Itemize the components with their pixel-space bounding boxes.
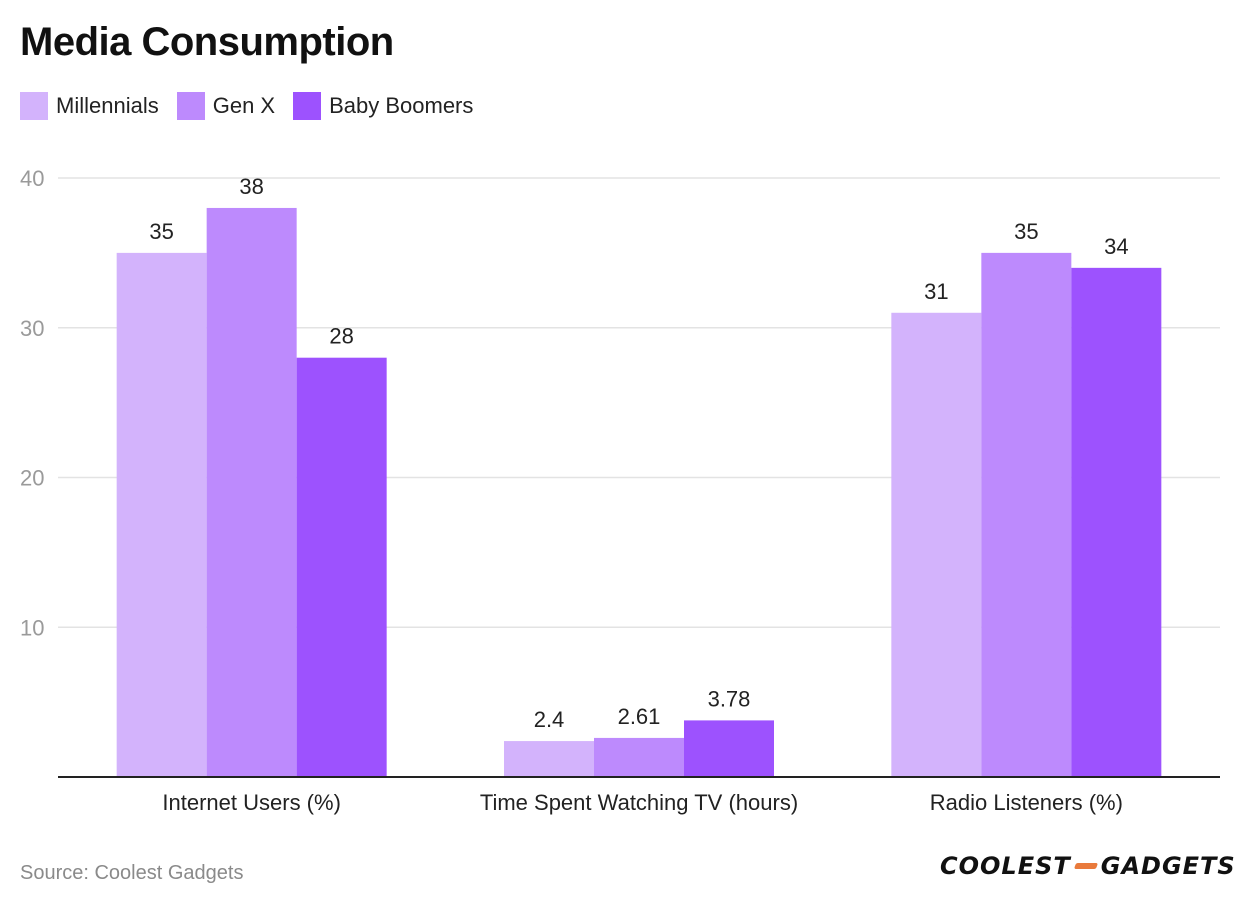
logo-dash-icon xyxy=(1073,863,1098,869)
bar-2-1 xyxy=(981,252,1072,777)
data-label-1-0: 2.4 xyxy=(534,707,565,732)
bar-1-0 xyxy=(504,741,594,777)
data-label-2-2: 34 xyxy=(1104,234,1128,259)
logo-text-right: GADGETS xyxy=(1100,852,1236,880)
legend-swatch-millennials xyxy=(20,92,48,120)
y-tick-label-20: 20 xyxy=(20,466,44,491)
legend-label-gen-x: Gen X xyxy=(212,93,276,118)
data-label-0-0: 35 xyxy=(149,219,173,244)
x-tick-label-1: Time Spent Watching TV (hours) xyxy=(480,790,798,815)
x-tick-label-0: Internet Users (%) xyxy=(162,790,341,815)
data-label-1-2: 3.78 xyxy=(708,686,751,711)
brand-logo: COOLEST GADGETS xyxy=(940,852,1236,880)
source-note: Source: Coolest Gadgets xyxy=(20,862,244,884)
legend-item-gen-x: Gen X xyxy=(176,92,276,120)
y-tick-label-40: 40 xyxy=(20,166,44,191)
y-tick-label-10: 10 xyxy=(20,615,44,640)
legend-swatch-gen-x xyxy=(176,92,205,120)
data-label-0-2: 28 xyxy=(329,324,353,349)
data-label-1-1: 2.61 xyxy=(618,704,661,729)
bar-0-1 xyxy=(206,207,297,777)
x-tick-label-2: Radio Listeners (%) xyxy=(930,790,1123,815)
legend-label-baby-boomers: Baby Boomers xyxy=(329,93,474,118)
data-label-2-1: 35 xyxy=(1014,219,1038,244)
bar-0-2 xyxy=(296,357,387,777)
data-label-2-0: 31 xyxy=(924,279,948,304)
logo-text-left: COOLEST xyxy=(940,852,1071,880)
bar-2-2 xyxy=(1071,267,1162,777)
bar-1-2 xyxy=(684,720,774,777)
bar-2-0 xyxy=(891,312,982,777)
legend-swatch-baby-boomers xyxy=(293,92,322,120)
legend-item-baby-boomers: Baby Boomers xyxy=(293,92,473,120)
bar-0-0 xyxy=(116,252,207,777)
bar-1-1 xyxy=(594,737,684,777)
legend: Millennials Gen X Baby Boomers xyxy=(20,92,473,120)
legend-item-millennials: Millennials xyxy=(20,92,159,120)
y-tick-label-30: 30 xyxy=(20,316,44,341)
chart-title: Media Consumption xyxy=(20,20,394,64)
legend-label-millennials: Millennials xyxy=(56,93,159,118)
data-label-0-1: 38 xyxy=(239,174,263,199)
